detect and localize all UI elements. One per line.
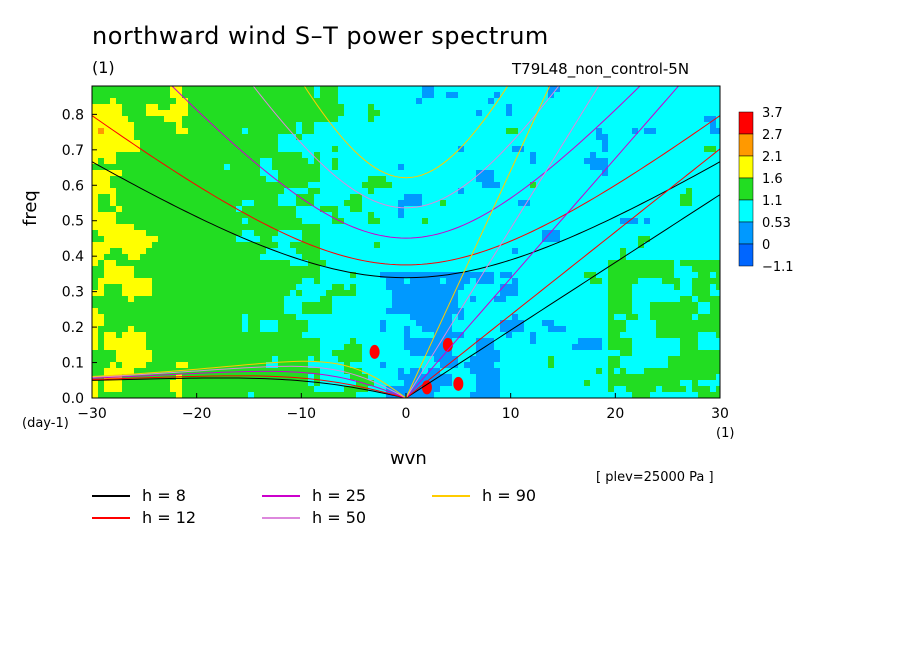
kelvin-curve	[405, 148, 720, 398]
legend-swatch	[92, 494, 130, 497]
colorbar-swatch	[738, 155, 754, 179]
colorbar-label: 1.6	[762, 172, 783, 187]
colorbar-label: 2.7	[762, 128, 783, 143]
y-tick-label: 0.7	[62, 143, 84, 159]
legend-swatch	[432, 494, 470, 497]
legend-swatch	[262, 494, 300, 497]
colorbar-swatch	[738, 243, 754, 267]
x-tick-label: −30	[77, 406, 107, 422]
y-tick-label: 0.8	[62, 107, 84, 123]
y-tick-label: 0.0	[62, 391, 84, 407]
rossby-curve	[92, 365, 407, 398]
colorbar-label: 1.1	[762, 194, 783, 209]
gravity-curve	[171, 86, 641, 239]
rossby-curve	[92, 377, 407, 398]
x-axis-label: wvn	[390, 448, 427, 469]
colorbar-label: −1.1	[762, 260, 794, 275]
x-tick-label: 30	[711, 406, 729, 422]
chart-subtitle-left: (1)	[92, 58, 115, 77]
gravity-curve	[252, 86, 560, 209]
chart-subtitle-right: T79L48_non_control-5N	[512, 60, 690, 78]
y-tick-label: 0.2	[62, 320, 84, 336]
x-tick-label: 20	[606, 406, 624, 422]
legend-item: h = 8	[92, 486, 186, 505]
y-tick-label: 0.6	[62, 178, 84, 194]
colorbar-swatch	[738, 111, 754, 135]
y-axis-unit: (day-1)	[22, 416, 69, 431]
legend-swatch	[92, 516, 130, 519]
legend-item: h = 12	[92, 508, 196, 527]
legend-label: h = 25	[312, 486, 367, 505]
legend-item: h = 25	[262, 486, 366, 505]
heatmap-field	[92, 86, 720, 398]
kelvin-curve	[405, 86, 600, 398]
colorbar-swatch	[738, 133, 754, 157]
legend-item: h = 90	[432, 486, 536, 505]
gravity-curve	[92, 161, 720, 279]
y-tick-label: 0.1	[62, 356, 84, 372]
x-tick-label: −10	[287, 406, 317, 422]
rossby-curve	[92, 360, 407, 398]
legend-label: h = 12	[142, 508, 197, 527]
kelvin-curve	[405, 86, 680, 398]
legend-item: h = 50	[262, 508, 366, 527]
x-tick-label: −20	[182, 406, 212, 422]
legend-label: h = 8	[142, 486, 186, 505]
legend-swatch	[262, 516, 300, 519]
gravity-curve	[92, 115, 720, 266]
legend-label: h = 50	[312, 508, 367, 527]
x-tick-label: 0	[402, 406, 411, 422]
colorbar-swatch	[738, 199, 754, 223]
chart-title: northward wind S–T power spectrum	[92, 22, 549, 50]
y-tick-label: 0.5	[62, 214, 84, 230]
level-note: [ plev=25000 Pa ]	[596, 470, 714, 485]
colorbar-label: 2.1	[762, 150, 783, 165]
rossby-curve	[92, 370, 407, 398]
colorbar-swatch	[738, 221, 754, 245]
x-tick-label: 10	[502, 406, 520, 422]
dispersion-curves	[92, 86, 720, 398]
y-tick-label: 0.3	[62, 285, 84, 301]
colorbar-label: 0.53	[762, 216, 791, 231]
colorbar-label: 0	[762, 238, 770, 253]
x-axis-unit: (1)	[716, 426, 735, 441]
y-tick-label: 0.4	[62, 249, 84, 265]
kelvin-curve	[405, 194, 720, 398]
colorbar-swatch	[738, 177, 754, 201]
kelvin-curve	[405, 86, 551, 398]
legend-label: h = 90	[482, 486, 537, 505]
gravity-curve	[303, 86, 509, 179]
colorbar-label: 3.7	[762, 106, 783, 121]
rossby-curve	[92, 375, 407, 398]
